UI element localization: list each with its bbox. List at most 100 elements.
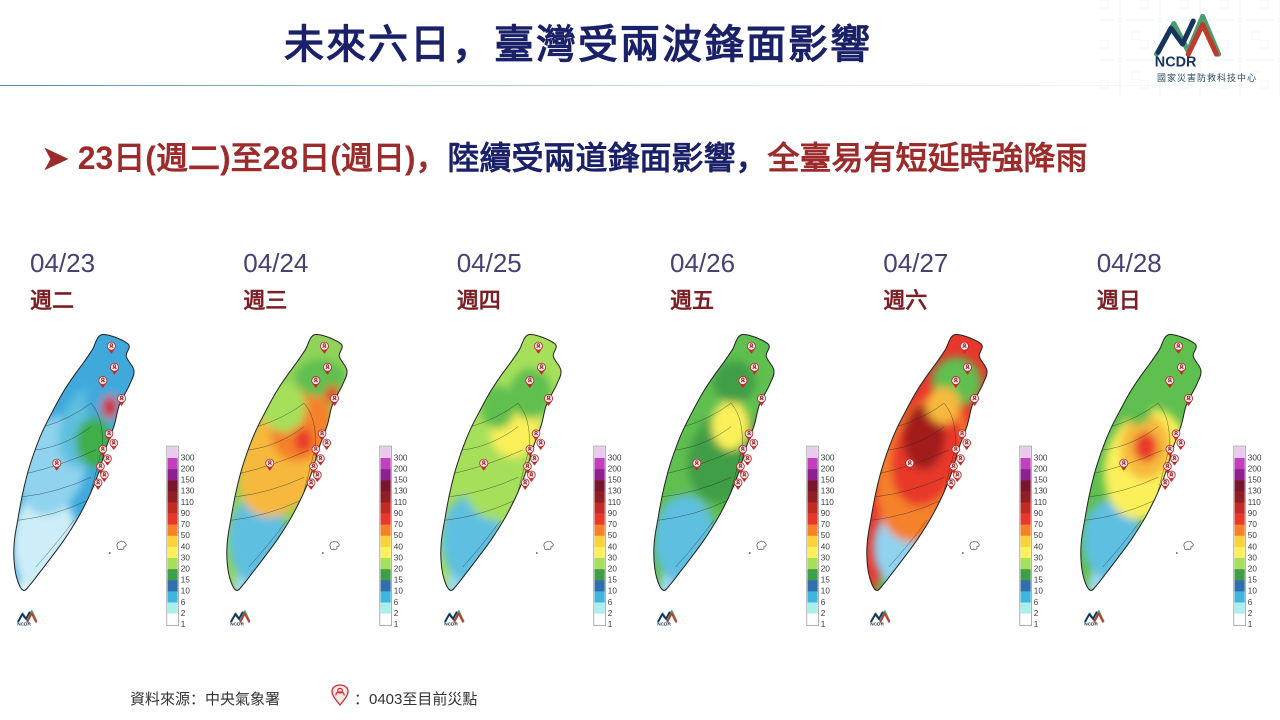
svg-text:70: 70 xyxy=(821,520,831,529)
svg-text:20: 20 xyxy=(181,564,191,573)
svg-text:15: 15 xyxy=(181,576,191,585)
svg-text:200: 200 xyxy=(1248,464,1262,473)
svg-text:40: 40 xyxy=(394,542,404,551)
svg-text:300: 300 xyxy=(608,453,622,462)
svg-text:15: 15 xyxy=(1248,576,1258,585)
svg-text:50: 50 xyxy=(1034,531,1044,540)
svg-text:15: 15 xyxy=(1034,576,1044,585)
svg-text:50: 50 xyxy=(608,531,618,540)
svg-text:20: 20 xyxy=(821,564,831,573)
svg-text:NCDR: NCDR xyxy=(444,622,458,627)
svg-text:90: 90 xyxy=(181,509,191,518)
svg-text:300: 300 xyxy=(394,453,408,462)
svg-text:130: 130 xyxy=(181,487,195,496)
svg-text:40: 40 xyxy=(1248,542,1258,551)
svg-text:130: 130 xyxy=(821,487,835,496)
svg-text:130: 130 xyxy=(608,487,622,496)
svg-text:70: 70 xyxy=(181,520,191,529)
svg-text:70: 70 xyxy=(394,520,404,529)
svg-text:15: 15 xyxy=(821,576,831,585)
svg-text:200: 200 xyxy=(1034,464,1048,473)
svg-text:NCDR: NCDR xyxy=(871,622,885,627)
svg-text:90: 90 xyxy=(821,509,831,518)
svg-text:20: 20 xyxy=(394,564,404,573)
svg-text:10: 10 xyxy=(394,587,404,596)
svg-text:130: 130 xyxy=(1034,487,1048,496)
svg-text:90: 90 xyxy=(608,509,618,518)
svg-text:150: 150 xyxy=(394,476,408,485)
svg-text:200: 200 xyxy=(181,464,195,473)
svg-text:10: 10 xyxy=(1248,587,1258,596)
svg-text:300: 300 xyxy=(181,453,195,462)
svg-text:15: 15 xyxy=(394,576,404,585)
svg-text:30: 30 xyxy=(608,553,618,562)
svg-text:70: 70 xyxy=(1034,520,1044,529)
svg-text:110: 110 xyxy=(608,498,621,507)
svg-text:6: 6 xyxy=(821,598,826,607)
svg-text:20: 20 xyxy=(1248,564,1258,573)
svg-text:15: 15 xyxy=(608,576,618,585)
svg-text:10: 10 xyxy=(608,587,618,596)
svg-text:50: 50 xyxy=(1248,531,1258,540)
svg-text:200: 200 xyxy=(394,464,408,473)
svg-text:150: 150 xyxy=(1248,476,1262,485)
svg-text:6: 6 xyxy=(181,598,186,607)
svg-text:1: 1 xyxy=(1034,620,1039,629)
svg-text:30: 30 xyxy=(821,553,831,562)
svg-text:50: 50 xyxy=(181,531,191,540)
svg-text:200: 200 xyxy=(821,464,835,473)
svg-text:10: 10 xyxy=(1034,587,1044,596)
svg-text:70: 70 xyxy=(608,520,618,529)
svg-text:130: 130 xyxy=(1248,487,1262,496)
svg-text:200: 200 xyxy=(608,464,622,473)
svg-text:NCDR: NCDR xyxy=(17,622,31,627)
svg-text:110: 110 xyxy=(1248,498,1261,507)
svg-text:NCDR: NCDR xyxy=(657,622,671,627)
svg-text:2: 2 xyxy=(181,609,186,618)
svg-text:2: 2 xyxy=(1034,609,1039,618)
svg-text:6: 6 xyxy=(1248,598,1253,607)
svg-text:1: 1 xyxy=(1248,620,1253,629)
svg-text:6: 6 xyxy=(1034,598,1039,607)
svg-text:110: 110 xyxy=(821,498,834,507)
svg-text:20: 20 xyxy=(1034,564,1044,573)
svg-text:150: 150 xyxy=(181,476,195,485)
svg-text:10: 10 xyxy=(181,587,191,596)
svg-text:50: 50 xyxy=(821,531,831,540)
svg-text:NCDR: NCDR xyxy=(1155,55,1197,68)
svg-text:2: 2 xyxy=(608,609,613,618)
svg-text:90: 90 xyxy=(1248,509,1258,518)
svg-text:40: 40 xyxy=(608,542,618,551)
svg-text:300: 300 xyxy=(821,453,835,462)
svg-text:90: 90 xyxy=(1034,509,1044,518)
svg-text:300: 300 xyxy=(1248,453,1262,462)
svg-text:10: 10 xyxy=(821,587,831,596)
svg-text:1: 1 xyxy=(821,620,826,629)
svg-text:6: 6 xyxy=(608,598,613,607)
svg-text:130: 130 xyxy=(394,487,408,496)
svg-text:2: 2 xyxy=(394,609,399,618)
svg-text:30: 30 xyxy=(181,553,191,562)
svg-text:1: 1 xyxy=(608,620,613,629)
svg-text:300: 300 xyxy=(1034,453,1048,462)
svg-text:40: 40 xyxy=(821,542,831,551)
svg-text:30: 30 xyxy=(394,553,404,562)
svg-text:1: 1 xyxy=(181,620,186,629)
svg-text:30: 30 xyxy=(1034,553,1044,562)
svg-text:30: 30 xyxy=(1248,553,1258,562)
svg-text:110: 110 xyxy=(1034,498,1047,507)
svg-text:110: 110 xyxy=(181,498,194,507)
svg-text:70: 70 xyxy=(1248,520,1258,529)
svg-text:150: 150 xyxy=(821,476,835,485)
svg-text:110: 110 xyxy=(394,498,407,507)
svg-text:50: 50 xyxy=(394,531,404,540)
svg-text:6: 6 xyxy=(394,598,399,607)
svg-text:1: 1 xyxy=(394,620,399,629)
svg-text:NCDR: NCDR xyxy=(231,622,245,627)
svg-text:150: 150 xyxy=(1034,476,1048,485)
svg-text:90: 90 xyxy=(394,509,404,518)
svg-text:40: 40 xyxy=(1034,542,1044,551)
svg-text:40: 40 xyxy=(181,542,191,551)
svg-text:2: 2 xyxy=(821,609,826,618)
svg-text:150: 150 xyxy=(608,476,622,485)
